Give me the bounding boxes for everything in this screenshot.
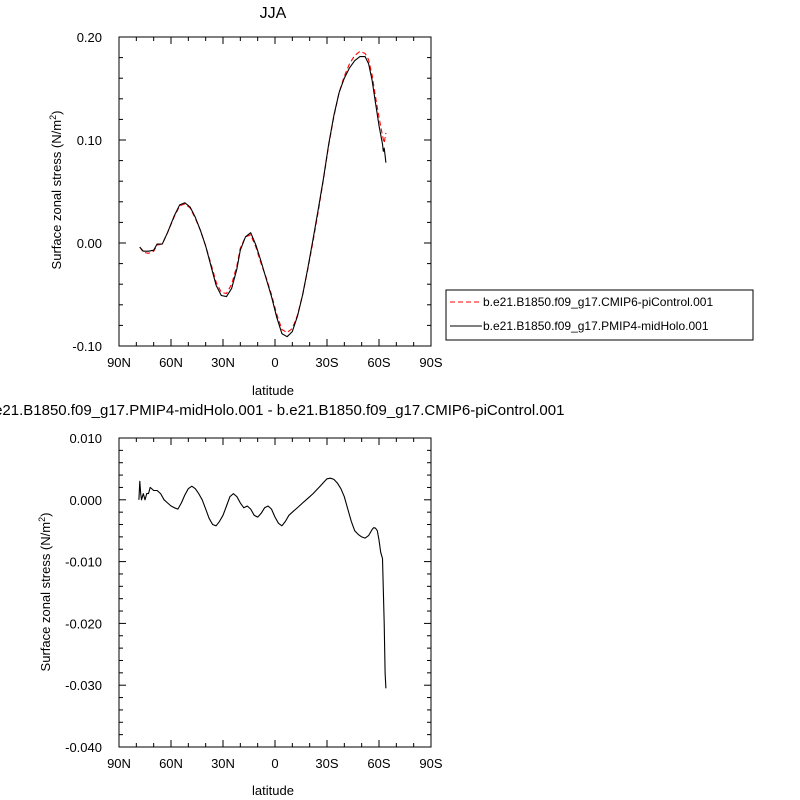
legend: b.e21.B1850.f09_g17.CMIP6-piControl.001 …	[445, 289, 754, 341]
top-y-tick-label: 0.00	[77, 236, 102, 251]
bottom-series-line-0	[138, 477, 387, 689]
top-x-axis-label: latitude	[252, 383, 294, 398]
legend-label-picontrol: b.e21.B1850.f09_g17.CMIP6-piControl.001	[483, 295, 713, 309]
top-x-tick-label: 60N	[159, 355, 183, 370]
bottom-x-tick-label: 90N	[107, 756, 131, 771]
top-x-tick-label: 90S	[419, 355, 442, 370]
top-x-tick-label: 60S	[367, 355, 390, 370]
bottom-x-tick-label: 0	[271, 756, 278, 771]
bottom-x-tick-label: 30S	[315, 756, 338, 771]
top-y-tick-label: -0.10	[72, 339, 102, 354]
bottom-axes-ticks: 90N 60N 30N 0 30S 60S 90S -0.040 -0.030 -0.020 -0.…	[65, 431, 443, 771]
bottom-y-tick-label: 0.000	[69, 493, 102, 508]
bottom-y-axis-label: Surface zonal stress (N/m2)	[37, 513, 53, 672]
top-panel: JJA 90N 60N 30N 0 30S 60S 90S -0.10 0.00 0.10 0.20…	[48, 5, 754, 398]
bottom-x-tick-label: 60S	[367, 756, 390, 771]
bottom-x-tick-label: 90S	[419, 756, 442, 771]
top-x-tick-label: 30S	[315, 355, 338, 370]
bottom-y-tick-label: 0.010	[69, 431, 102, 446]
bottom-y-tick-label: -0.030	[65, 678, 102, 693]
top-x-tick-label: 0	[271, 355, 278, 370]
bottom-x-axis-label: latitude	[252, 783, 294, 798]
bottom-series-lines	[138, 477, 387, 689]
bottom-y-tick-label: -0.020	[65, 616, 102, 631]
top-series-line-1	[139, 56, 387, 338]
legend-label-midholo: b.e21.B1850.f09_g17.PMIP4-midHolo.001	[483, 319, 709, 333]
top-y-tick-label: 0.20	[77, 30, 102, 45]
top-y-axis-label: Surface zonal stress (N/m2)	[48, 111, 64, 270]
bottom-x-tick-label: 30N	[211, 756, 235, 771]
bottom-plot-frame	[118, 437, 432, 748]
legend-box	[445, 289, 754, 341]
top-axes-ticks: 90N 60N 30N 0 30S 60S 90S -0.10 0.00 0.10 0.20	[72, 30, 443, 370]
bottom-y-tick-label: -0.010	[65, 555, 102, 570]
top-x-tick-label: 30N	[211, 355, 235, 370]
top-y-tick-label: 0.10	[77, 133, 102, 148]
top-series-line-0	[139, 50, 387, 334]
top-chart-title: JJA	[260, 5, 287, 22]
top-x-tick-label: 90N	[107, 355, 131, 370]
bottom-chart-title: b.e21.B1850.f09_g17.PMIP4-midHolo.001 - …	[0, 402, 564, 419]
bottom-panel: b.e21.B1850.f09_g17.PMIP4-midHolo.001 - …	[0, 402, 564, 798]
bottom-x-tick-label: 60N	[159, 756, 183, 771]
top-series-lines	[139, 50, 387, 338]
bottom-y-tick-label: -0.040	[65, 740, 102, 755]
top-plot-frame	[118, 36, 432, 347]
